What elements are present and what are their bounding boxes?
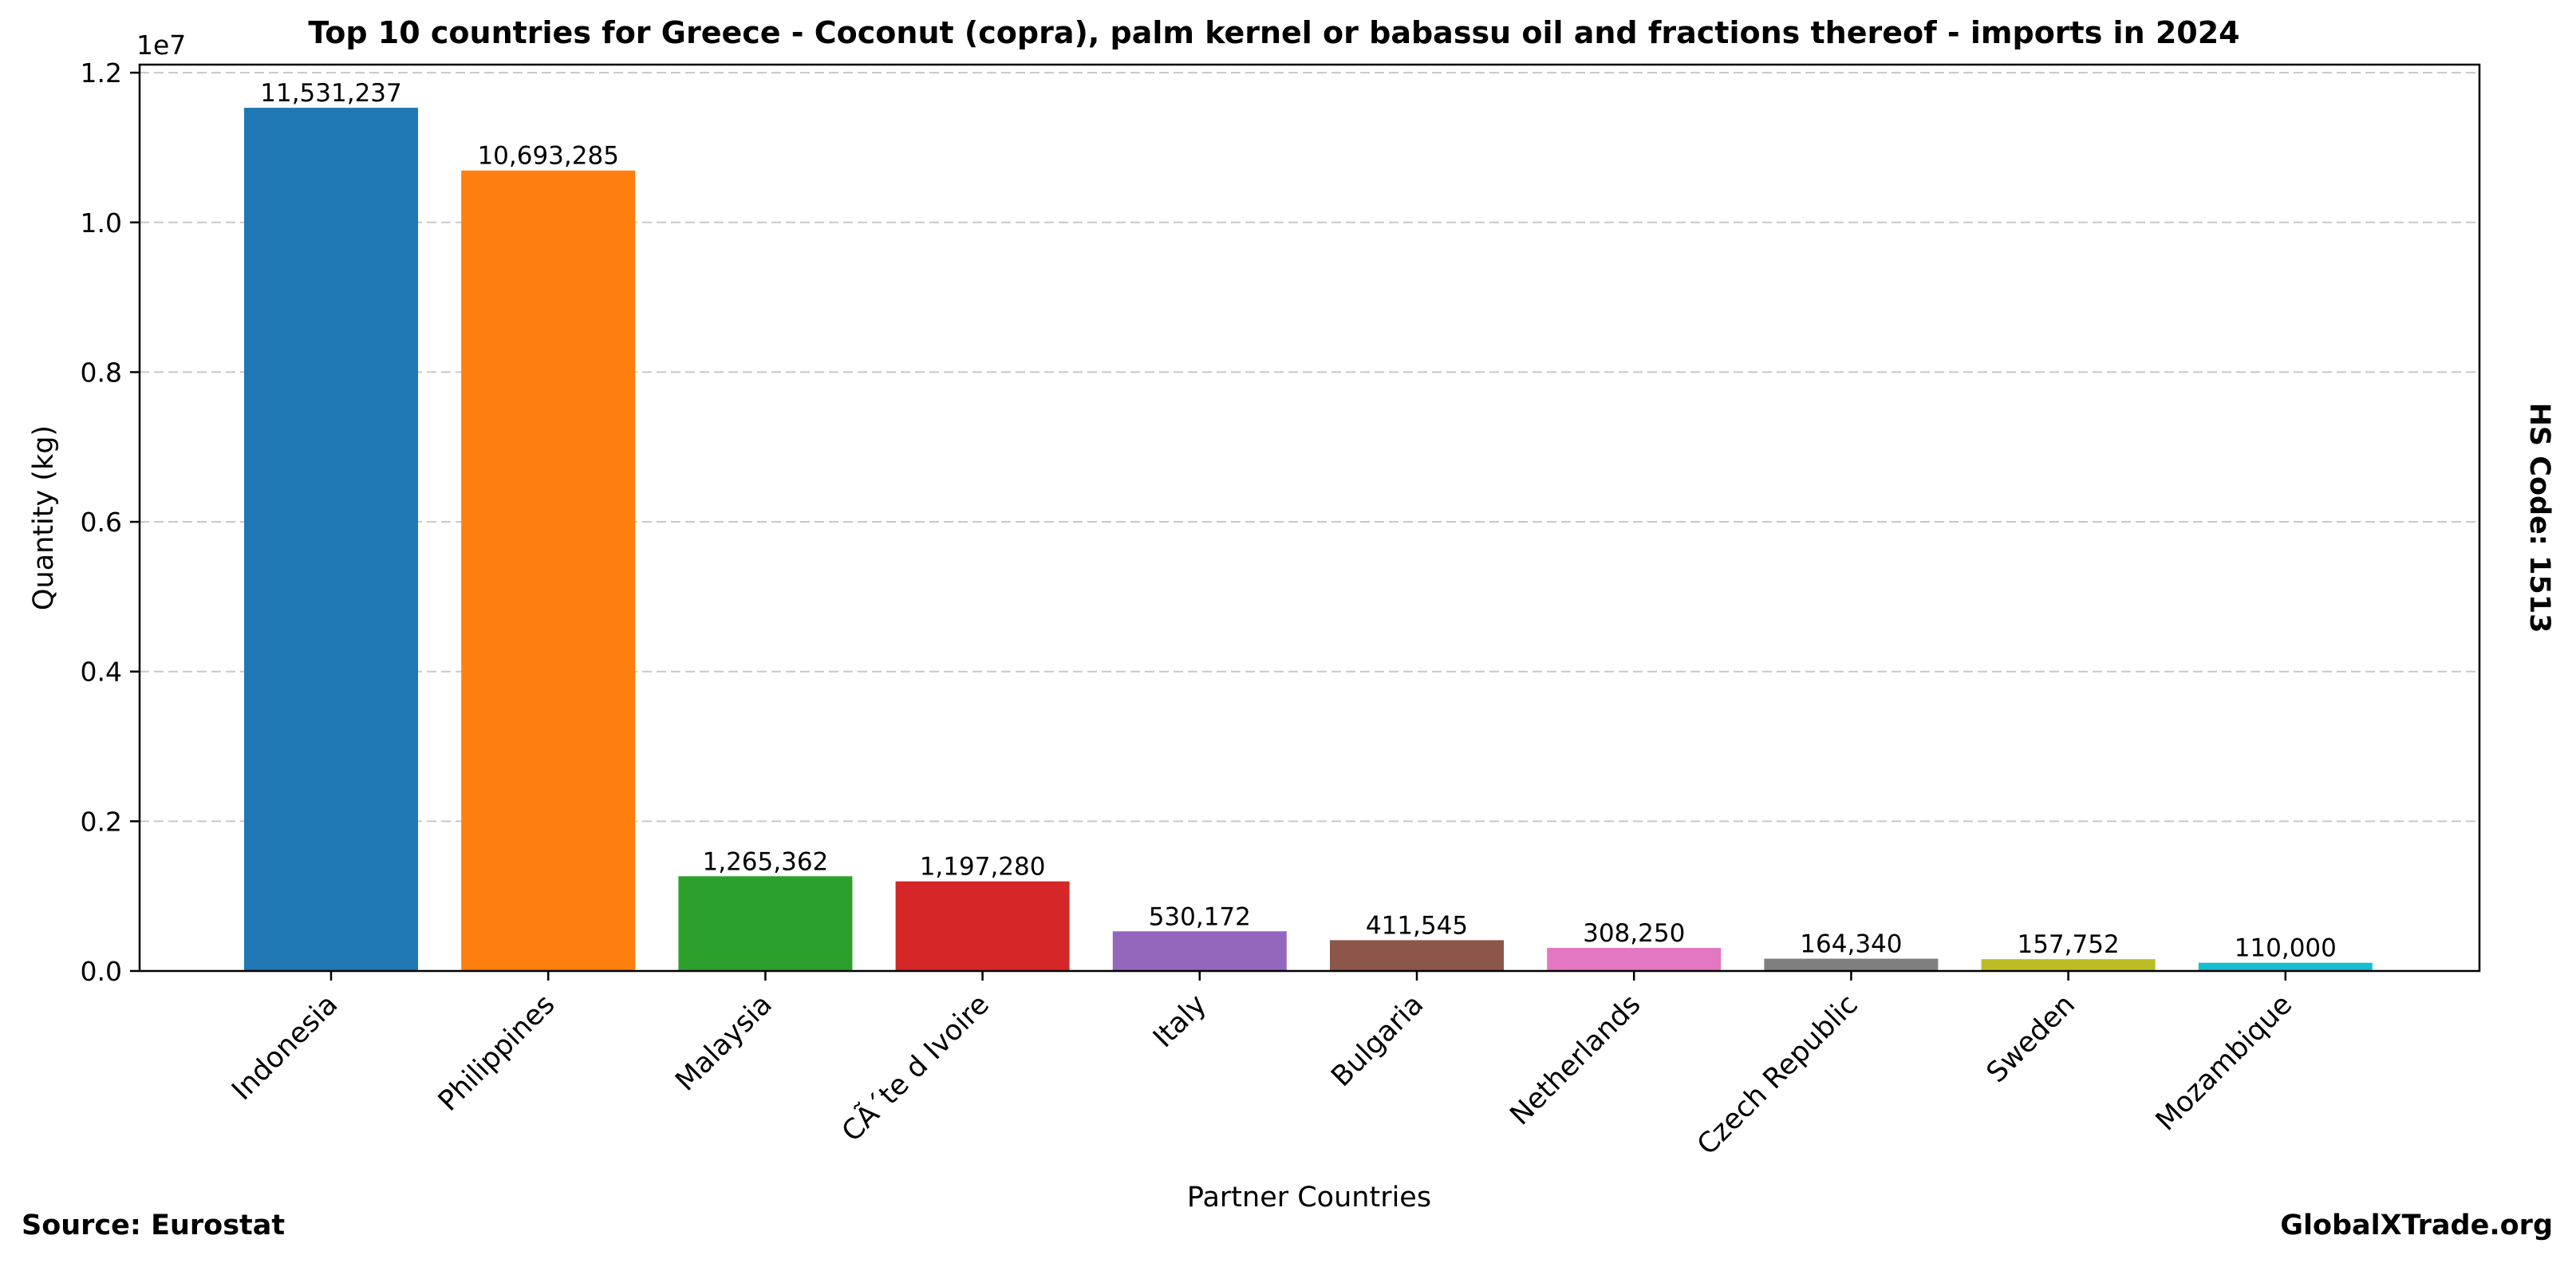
- bar-value-label: 157,752: [2017, 930, 2119, 959]
- plot-frame: [138, 63, 2481, 973]
- hs-code-label: HS Code: 1513: [2523, 403, 2555, 633]
- bar-value-label: 1,265,362: [703, 847, 829, 876]
- bar-value-label: 411,545: [1366, 911, 1468, 940]
- y-tick-label: 0.2: [81, 806, 122, 837]
- bar-value-label: 1,197,280: [920, 853, 1046, 882]
- bar: [1764, 958, 1939, 971]
- bar: [244, 108, 418, 971]
- bar: [1981, 959, 2156, 971]
- y-tick-label: 1.2: [81, 57, 122, 89]
- y-axis-ticks: 0.0 0.2 0.4 0.6 0.8 1.0 1.2: [81, 57, 140, 987]
- bar-value-label: 530,172: [1149, 902, 1251, 931]
- value-labels: 11,531,237 10,693,285 1,265,362 1,197,280 53…: [260, 79, 2337, 963]
- bar: [1112, 931, 1287, 971]
- bar: [895, 881, 1070, 971]
- bar-value-label: 308,250: [1583, 919, 1685, 948]
- bar: [1330, 940, 1504, 971]
- y-axis-label: Quantity (kg): [28, 425, 60, 610]
- bar-value-label: 11,531,237: [260, 79, 402, 108]
- bar-value-label: 10,693,285: [477, 142, 619, 171]
- bar: [678, 876, 853, 971]
- bar-value-label: 110,000: [2235, 934, 2337, 963]
- chart-title: Top 10 countries for Greece - Coconut (c…: [308, 15, 2239, 50]
- y-tick-label: 0.4: [81, 657, 122, 688]
- y-offset-label: 1e7: [136, 30, 186, 61]
- bar: [2198, 962, 2373, 971]
- y-tick-label: 1.0: [81, 207, 122, 239]
- y-tick-label: 0.0: [81, 956, 122, 987]
- y-tick-label: 0.6: [81, 507, 122, 538]
- bars: [244, 108, 2373, 971]
- bar: [1547, 948, 1722, 971]
- x-axis-label: Partner Countries: [1187, 1182, 1431, 1214]
- brand-label: GlobalXTrade.org: [2280, 1210, 2553, 1241]
- y-tick-label: 0.8: [81, 357, 122, 388]
- bar: [461, 170, 636, 971]
- bar-value-label: 164,340: [1800, 930, 1902, 959]
- source-label: Source: Eurostat: [22, 1210, 285, 1241]
